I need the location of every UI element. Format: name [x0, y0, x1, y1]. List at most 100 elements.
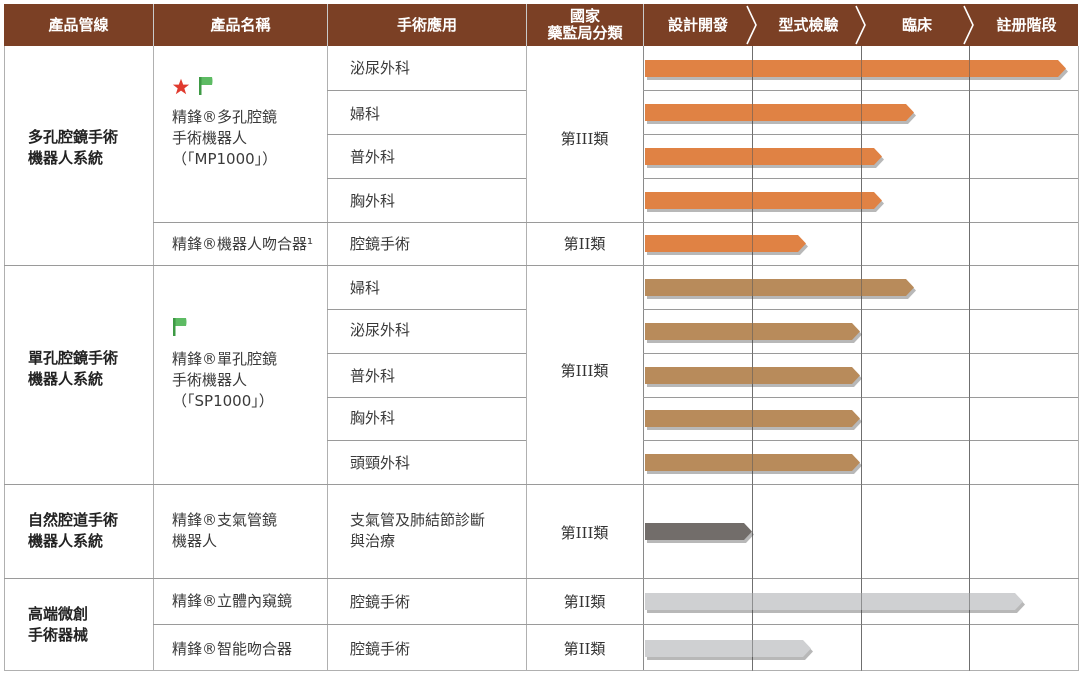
pipeline-line: 自然腔道手術 [28, 511, 119, 529]
grid-line [643, 440, 1078, 441]
pipeline-line: 機器人系統 [28, 370, 104, 388]
header-nmpa-line1: 國家 [569, 7, 600, 25]
classification-cell: 第III類 [560, 130, 609, 148]
grid-line [526, 46, 527, 671]
product-3d-endoscope: 精鋒®立體內窺鏡 [172, 592, 293, 610]
classification-cell: 第III類 [560, 362, 609, 380]
grid-line [327, 46, 328, 671]
pipeline-multi-port: 多孔腔鏡手術 機器人系統 [28, 127, 118, 169]
pipeline-line: 高端微創 [28, 605, 89, 623]
header-product-name: 產品名稱 [210, 15, 271, 34]
application-cell: 腔鏡手術 [350, 235, 411, 253]
grid-line [153, 46, 154, 671]
header-stage-clinical: 臨床 [901, 15, 932, 34]
grid-line [327, 178, 526, 179]
product-name-line: 手術機器人 [172, 129, 248, 147]
pipeline-instruments: 高端微創 手術器械 [28, 604, 88, 646]
pipeline-single-port: 單孔腔鏡手術 機器人系統 [28, 348, 118, 390]
flag-icon [199, 77, 213, 95]
grid-line [643, 178, 1078, 179]
progress-bar [645, 147, 884, 168]
application-cell: 泌尿外科 [350, 59, 411, 77]
application-cell: 支氣管及肺結節診斷 與治療 [350, 510, 485, 552]
grid-line [327, 440, 526, 441]
product-sp1000: 精鋒®單孔腔鏡 手術機器人 （「SP1000」） [172, 349, 277, 412]
application-cell: 普外科 [350, 148, 396, 166]
product-model: （「SP1000」） [172, 392, 274, 410]
grid-line [861, 46, 862, 671]
progress-bar [645, 59, 1068, 80]
grid-line [327, 397, 526, 398]
progress-bar [645, 639, 813, 660]
header-divider [327, 4, 328, 46]
product-name-line: 精鋒®多孔腔鏡 [172, 108, 278, 126]
pipeline-line: 機器人系統 [28, 149, 104, 167]
application-cell: 頭頸外科 [350, 454, 411, 472]
product-name-line: 精鋒®單孔腔鏡 [172, 350, 278, 368]
grid-line [643, 353, 1078, 354]
application-line: 與治療 [350, 532, 396, 550]
classification-cell: 第II類 [563, 593, 606, 611]
grid-line [4, 578, 1079, 579]
grid-line [4, 46, 5, 671]
grid-line [153, 222, 1078, 223]
grid-line [4, 265, 1079, 266]
grid-line [327, 90, 526, 91]
header-stage-type-testing: 型式檢驗 [778, 15, 839, 34]
application-cell: 胸外科 [350, 409, 396, 427]
grid-line [4, 484, 1079, 485]
header-application: 手術應用 [396, 15, 457, 34]
progress-bar [645, 278, 916, 299]
application-cell: 胸外科 [350, 192, 396, 210]
chevron-divider-icon [746, 5, 757, 45]
product-smart-stapler: 精鋒®智能吻合器 [172, 640, 293, 658]
grid-line [643, 134, 1078, 135]
application-cell: 腔鏡手術 [350, 593, 411, 611]
header-divider [526, 4, 527, 46]
grid-line [4, 670, 1079, 671]
pipeline-line: 機器人系統 [28, 532, 104, 550]
pipeline-line: 單孔腔鏡手術 [28, 349, 119, 367]
application-line: 支氣管及肺結節診斷 [350, 511, 486, 529]
grid-line [643, 309, 1078, 310]
application-cell: 腔鏡手術 [350, 640, 411, 658]
pipeline-natural-orifice: 自然腔道手術 機器人系統 [28, 510, 118, 552]
classification-cell: 第II類 [563, 640, 606, 658]
product-bronchoscope-robot: 精鋒®支氣管鏡 機器人 [172, 510, 277, 552]
product-mp1000: 精鋒®多孔腔鏡 手術機器人 （「MP1000」） [172, 107, 277, 170]
flag-icon [173, 318, 187, 336]
application-cell: 普外科 [350, 367, 396, 385]
grid-line [752, 46, 753, 671]
classification-cell: 第II類 [563, 235, 606, 253]
progress-bar [645, 453, 862, 474]
product-name-line: 手術機器人 [172, 371, 248, 389]
header-stage-registration: 註册階段 [996, 15, 1057, 34]
product-model: （「MP1000」） [172, 150, 278, 168]
grid-line [643, 46, 644, 671]
pipeline-line: 手術器械 [28, 626, 89, 644]
header-bar [4, 4, 1078, 46]
grid-line [327, 309, 526, 310]
progress-bar [645, 234, 808, 255]
header-divider [153, 4, 154, 46]
header-nmpa-class: 國家 藥監局分類 [527, 4, 643, 46]
header-nmpa-line2: 藥監局分類 [547, 24, 623, 42]
progress-bar [645, 191, 884, 212]
product-name-line: 精鋒®支氣管鏡 [172, 511, 278, 529]
grid-line [327, 353, 526, 354]
application-cell: 婦科 [350, 279, 381, 297]
header-stage-design: 設計開發 [667, 15, 728, 34]
application-cell: 婦科 [350, 105, 381, 123]
grid-line [1078, 46, 1079, 671]
grid-line [643, 90, 1078, 91]
star-icon [172, 78, 190, 95]
grid-line [643, 397, 1078, 398]
classification-cell: 第III類 [560, 524, 609, 542]
grid-line [153, 624, 1078, 625]
pipeline-line: 多孔腔鏡手術 [28, 128, 119, 146]
grid-line [327, 134, 526, 135]
progress-bar [645, 103, 916, 124]
product-name-line: 機器人 [172, 532, 218, 550]
product-robot-stapler: 精鋒®機器人吻合器¹ [172, 235, 314, 253]
progress-bar [645, 592, 1025, 613]
